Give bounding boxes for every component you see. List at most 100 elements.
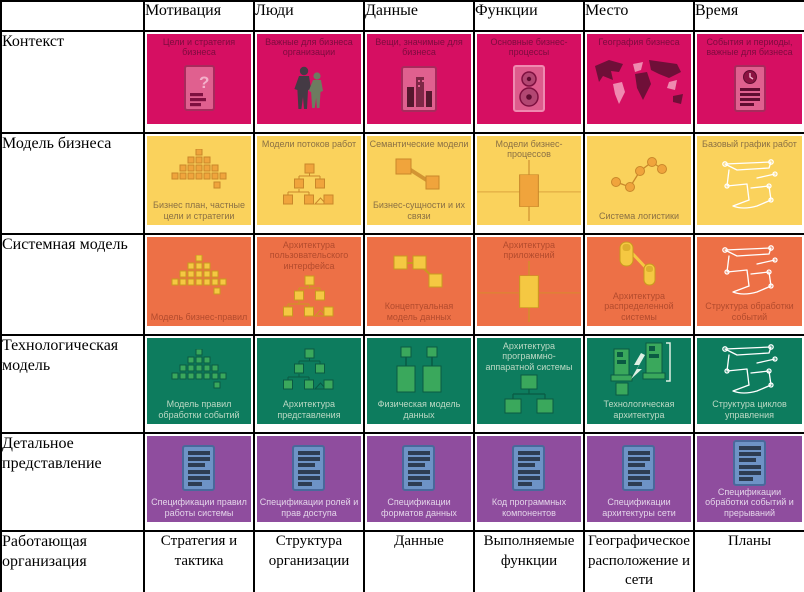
row-working-organization: Работающая организация Стратегия и тактик… bbox=[0, 530, 804, 592]
cell-tile: Семантические модели Бизнес-сущности и и… bbox=[367, 136, 471, 225]
cell-context-data: Вещи, значимые для бизнеса bbox=[363, 30, 475, 134]
cell-tile: Архитектура приложений bbox=[477, 237, 581, 326]
cell-system-model-people: Архитектура пользовательского интерфейса bbox=[253, 233, 365, 336]
cell-caption-bottom: Структура обработки событий bbox=[705, 301, 794, 322]
cell-working-organization-functions: Выполняемые функции bbox=[473, 530, 585, 592]
cell-caption-bottom: Архитектура представления bbox=[277, 399, 341, 420]
cell-tile: Архитектура пользовательского интерфейса bbox=[257, 237, 361, 326]
cell-caption-top: Семантические модели bbox=[369, 139, 469, 149]
cell-working-organization-data: Данные bbox=[363, 530, 475, 592]
swimlane-icon bbox=[477, 159, 581, 221]
cell-tile: Физическая модель данных bbox=[367, 338, 471, 424]
cell-tile: Спецификации обработки событий и прерыва… bbox=[697, 436, 802, 522]
cell-tile: Бизнес план, частные цели и стратегии bbox=[147, 136, 251, 225]
cell-tile: Код программных компонентов bbox=[477, 436, 581, 522]
cell-caption-bottom: Спецификации архитектуры сети bbox=[602, 497, 676, 518]
cell-caption-bottom: Технологическая архитектура bbox=[603, 399, 675, 420]
row-technology-model: Технологическая модель Модель правил обра… bbox=[0, 334, 804, 434]
cell-tile: Модель бизнес-правил bbox=[147, 237, 251, 326]
swimlane-icon bbox=[477, 260, 581, 322]
row-system-model: Системная модель Модель бизнес-правил Архи… bbox=[0, 233, 804, 336]
cell-tile: Модели потоков работ bbox=[257, 136, 361, 225]
cell-tile: Основные бизнес-процессы bbox=[477, 34, 581, 124]
cell-caption-top: События и периоды, важные для бизнеса bbox=[706, 37, 793, 58]
cell-caption-bottom: Код программных компонентов bbox=[491, 497, 567, 518]
cell-caption-top: Основные бизнес-процессы bbox=[490, 37, 568, 58]
svg-text:?: ? bbox=[199, 73, 209, 92]
cell-tile: Спецификации ролей и прав доступа bbox=[257, 436, 361, 522]
cell-working-organization-place: Географическое расположение и сети bbox=[583, 530, 695, 592]
cell-caption-bottom: Бизнес план, частные цели и стратегии bbox=[153, 200, 245, 221]
cell-caption-bottom: Модель бизнес-правил bbox=[150, 311, 248, 322]
cell-system-model-data: Концептуальная модель данных bbox=[363, 233, 475, 336]
cell-tile: Система логистики bbox=[587, 136, 691, 225]
cell-detailed-representation-motivation: Спецификации правил работы системы bbox=[143, 432, 255, 532]
cell-caption-top: Цели и стратегия бизнеса bbox=[162, 37, 236, 58]
entity-link-icon bbox=[367, 149, 471, 200]
cell-business-model-functions: Модели бизнес-процессов bbox=[473, 132, 585, 235]
spec-document-icon bbox=[367, 439, 471, 497]
cell-caption-bottom: Спецификации ролей и прав доступа bbox=[259, 497, 359, 518]
cell-detailed-representation-data: Спецификации форматов данных bbox=[363, 432, 475, 532]
cell-tile: Структура обработки событий bbox=[697, 237, 802, 326]
cell-caption-bottom bbox=[587, 120, 691, 124]
cell-detailed-representation-time: Спецификации обработки событий и прерыва… bbox=[693, 432, 804, 532]
column-header-place: Место bbox=[583, 0, 695, 32]
cell-tile: Архитектура программно-аппаратной систем… bbox=[477, 338, 581, 424]
cell-business-model-time: Базовый график работ bbox=[693, 132, 804, 235]
cell-technology-model-place: Технологическая архитектура bbox=[583, 334, 695, 434]
cell-caption-bottom: Бизнес-сущности и их связи bbox=[372, 200, 466, 221]
cell-caption-top: Базовый график работ bbox=[702, 139, 797, 149]
cell-business-model-people: Модели потоков работ bbox=[253, 132, 365, 235]
document-question-icon: ? bbox=[147, 58, 251, 120]
schedule-sketch-icon bbox=[697, 149, 802, 221]
pyramid-icon bbox=[147, 240, 251, 312]
cell-tile: Цели и стратегия бизнеса ? bbox=[147, 34, 251, 124]
cell-caption-bottom bbox=[257, 322, 361, 326]
workflow-tree-icon bbox=[257, 341, 361, 399]
cell-caption-top: Модели бизнес-процессов bbox=[495, 139, 563, 160]
cell-detailed-representation-functions: Код программных компонентов bbox=[473, 432, 585, 532]
pyramid-icon bbox=[147, 139, 251, 200]
process-disks-icon bbox=[477, 58, 581, 120]
row-label-technology-model: Технологическая модель bbox=[0, 334, 145, 434]
spec-document-icon bbox=[697, 439, 802, 487]
cell-caption-bottom: Модель правил обработки событий bbox=[158, 399, 240, 420]
spec-document-icon bbox=[587, 439, 691, 497]
spec-document-icon bbox=[147, 439, 251, 497]
column-header-motivation: Мотивация bbox=[143, 0, 255, 32]
cell-tile: Спецификации правил работы системы bbox=[147, 436, 251, 522]
city-buildings-icon bbox=[367, 58, 471, 120]
cell-context-people: Важные для бизнеса организации bbox=[253, 30, 365, 134]
row-context: Контекст Цели и стратегия бизнеса ? Важны… bbox=[0, 30, 804, 134]
spec-document-icon bbox=[477, 439, 581, 497]
cell-tile: Вещи, значимые для бизнеса bbox=[367, 34, 471, 124]
hw-tree-icon bbox=[477, 372, 581, 420]
header-row: Мотивация Люди Данные Функции Место Врем… bbox=[0, 0, 804, 32]
world-map-icon bbox=[587, 47, 691, 120]
cell-tile: География бизнеса bbox=[587, 34, 691, 124]
cell-caption-bottom: Физическая модель данных bbox=[377, 399, 461, 420]
column-header-data: Данные bbox=[363, 0, 475, 32]
cell-caption-bottom bbox=[257, 221, 361, 225]
cell-technology-model-motivation: Модель правил обработки событий bbox=[143, 334, 255, 434]
cell-working-organization-people: Структура организации bbox=[253, 530, 365, 592]
cell-context-place: География бизнеса bbox=[583, 30, 695, 134]
column-header-time: Время bbox=[693, 0, 804, 32]
cell-tile: Структура циклов управления bbox=[697, 338, 802, 424]
pyramid-icon bbox=[147, 341, 251, 399]
schedule-sketch-icon bbox=[697, 341, 802, 399]
cell-caption-bottom: Спецификации форматов данных bbox=[381, 497, 457, 518]
cell-caption-bottom: Структура циклов управления bbox=[712, 399, 787, 420]
cell-tile: Спецификации форматов данных bbox=[367, 436, 471, 522]
cell-tile: Концептуальная модель данных bbox=[367, 237, 471, 326]
cell-caption: Планы bbox=[727, 533, 772, 549]
cell-caption-top: Вещи, значимые для бизнеса bbox=[375, 37, 463, 58]
cell-caption: Стратегия и тактика bbox=[160, 533, 238, 569]
cell-context-time: События и периоды, важные для бизнеса bbox=[693, 30, 804, 134]
spec-document-icon bbox=[257, 439, 361, 497]
row-label-business-model: Модель бизнеса bbox=[0, 132, 145, 235]
cell-system-model-place: Архитектура распределенной системы bbox=[583, 233, 695, 336]
cell-context-motivation: Цели и стратегия бизнеса ? bbox=[143, 30, 255, 134]
row-label-working-organization: Работающая организация bbox=[0, 530, 145, 592]
